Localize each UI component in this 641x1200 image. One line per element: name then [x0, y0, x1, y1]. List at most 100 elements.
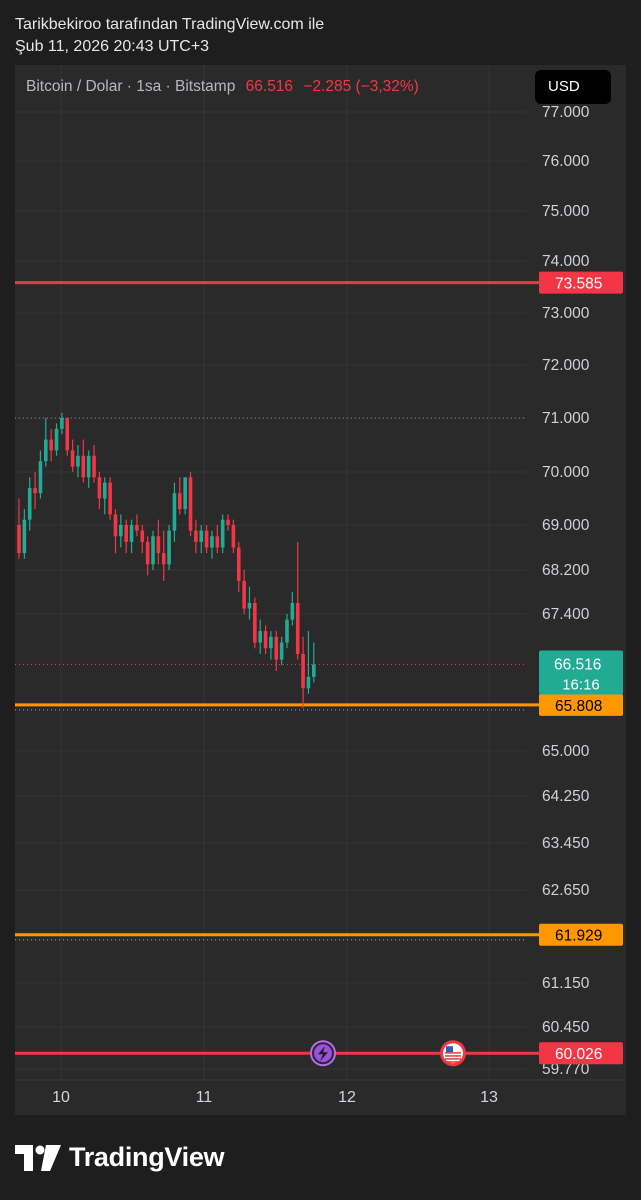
candle-body [247, 603, 252, 609]
candle-body [231, 525, 236, 548]
y-tick-label: 75.000 [542, 203, 590, 220]
tradingview-logo: TradingView [15, 1142, 225, 1173]
candle-body [279, 642, 284, 660]
attribution-line: Tarikbekiroo tarafından TradingView.com … [15, 16, 325, 33]
candle-body [17, 525, 21, 554]
brand-name: TradingView [69, 1142, 225, 1172]
candle-body [172, 493, 177, 531]
y-tick-label: 60.450 [542, 1019, 590, 1036]
candle-body [258, 631, 262, 643]
chart-pane[interactable]: 77.000 76.000 75.000 74.000 73.000 72.000 71.0… [15, 65, 626, 1115]
currency-button[interactable]: USD [535, 70, 611, 104]
candle-body [178, 493, 182, 510]
candle-body [290, 603, 295, 620]
lightning-glyph [318, 1046, 328, 1062]
candle-body [70, 450, 75, 467]
x-tick-label: 10 [52, 1089, 70, 1106]
candle-body [215, 536, 220, 548]
us-flag-stripe [445, 1061, 461, 1063]
candle-body [22, 519, 27, 554]
candle-body [124, 525, 128, 542]
y-tick-label: 72.000 [542, 357, 590, 374]
y-tick-label: 62.650 [542, 882, 590, 899]
candle-body [65, 418, 70, 451]
candle-body [236, 547, 241, 581]
candle-body [135, 525, 139, 531]
candle-body [285, 619, 289, 643]
last-price: 66.516 [245, 78, 294, 95]
y-tick-label: 65.000 [542, 743, 590, 760]
candle-body [113, 514, 118, 537]
candle-body [151, 536, 155, 565]
candle-body [242, 581, 246, 609]
countdown-label: 16:16 [562, 676, 600, 693]
level-label: 60.026 [555, 1046, 602, 1063]
candle-body [156, 536, 161, 554]
symbol-legend: Bitcoin / Dolar · 1sa · Bitstamp 66.516 … [26, 78, 419, 96]
candle-body [60, 418, 64, 429]
us-flag-stripe [445, 1052, 461, 1054]
current-price-label: 66.516 [554, 656, 601, 673]
candle-body [108, 482, 112, 515]
y-tick-label: 64.250 [542, 788, 590, 805]
candle-body [312, 664, 316, 677]
candle-body [140, 530, 145, 542]
candle-body [33, 487, 37, 494]
us-flag-stripe [445, 1055, 461, 1057]
level-label: 65.808 [555, 698, 602, 715]
y-tick-label: 76.000 [542, 153, 590, 170]
x-tick-label: 13 [480, 1089, 498, 1106]
candle-body [44, 439, 48, 462]
y-tick-label: 69.000 [542, 517, 590, 534]
candle-body [269, 636, 273, 649]
level-label-box [539, 923, 623, 946]
tv-logo-icon [15, 1144, 61, 1171]
candle-body [301, 653, 305, 689]
x-tick-label: 11 [196, 1089, 213, 1106]
candle-body [210, 536, 214, 548]
y-tick-label: 67.400 [542, 606, 590, 623]
candle-body [167, 530, 171, 565]
candle-body [161, 553, 166, 565]
candle-body [119, 525, 123, 537]
attribution-date: Şub 11, 2026 20:43 UTC+3 [15, 38, 210, 55]
y-tick-label: 73.000 [542, 305, 590, 322]
candle-body [199, 530, 204, 542]
candle-body [306, 676, 311, 689]
us-flag-stripe [445, 1058, 461, 1060]
y-tick-label: 68.200 [542, 562, 590, 579]
candle-body [226, 519, 230, 525]
level-label-box [539, 271, 623, 294]
candle-body [97, 477, 102, 499]
y-tick-label: 70.000 [542, 464, 590, 481]
candle-body [183, 477, 187, 510]
candle-body [194, 530, 198, 542]
candle-body [295, 603, 300, 654]
candle-body [49, 439, 53, 451]
price-axis [527, 65, 626, 1115]
candlestick-chart[interactable]: 77.000 76.000 75.000 74.000 73.000 72.000 71.0… [15, 65, 626, 1115]
y-tick-label: 77.000 [542, 104, 590, 121]
candle-body [188, 477, 193, 531]
x-tick-label: 12 [338, 1089, 356, 1106]
y-tick-label: 59.770 [542, 1061, 590, 1078]
level-label: 73.585 [555, 276, 602, 293]
us-flag-canton [446, 1046, 453, 1053]
candle-body [129, 525, 134, 542]
candle-body [102, 482, 107, 499]
y-tick-label: 61.150 [542, 975, 590, 992]
level-label-box [539, 693, 623, 716]
candle-body [38, 461, 43, 494]
symbol-name: Bitcoin / Dolar · 1sa · Bitstamp [26, 78, 236, 95]
y-tick-label: 63.450 [542, 835, 590, 852]
candle-body [274, 636, 279, 660]
price-change: −2.285 (−3,32%) [303, 78, 419, 95]
candle-body [204, 530, 209, 548]
candle-body [76, 455, 80, 467]
current-price-box [539, 650, 623, 695]
candle-body [253, 603, 257, 643]
candle-body [92, 455, 96, 478]
y-tick-label: 74.000 [542, 253, 590, 270]
attribution: Tarikbekiroo tarafından TradingView.com … [15, 14, 324, 58]
candle-body [86, 455, 91, 478]
